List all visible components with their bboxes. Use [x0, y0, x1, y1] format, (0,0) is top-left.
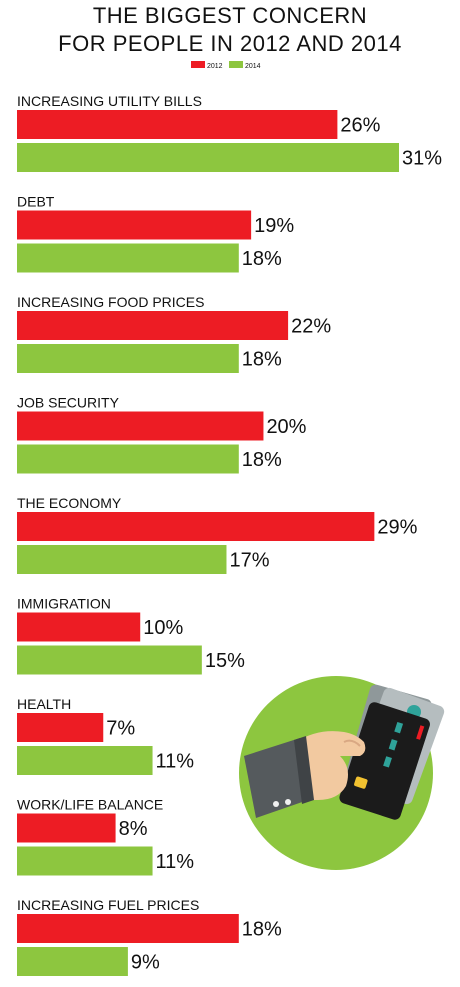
- bar-the-economy-2012: [17, 512, 375, 541]
- value-label-the-economy-2012: 29%: [377, 517, 417, 539]
- value-label-job-security-2014: 18%: [242, 449, 282, 471]
- bar-immigration-2012: [17, 612, 141, 642]
- bar-job-security-2014: [17, 444, 239, 474]
- value-label-immigration-2014: 15%: [205, 650, 245, 672]
- category-label-increasing-utility-bills: INCREASING UTILITY BILLS: [17, 93, 202, 109]
- bar-debt-2012: [17, 210, 252, 240]
- bar-job-security-2012: [17, 411, 264, 441]
- bar-increasing-fuel-prices-2012: [17, 914, 239, 943]
- bar-increasing-food-prices-2014: [17, 344, 239, 373]
- value-label-health-2014: 11%: [156, 751, 195, 773]
- bar-increasing-fuel-prices-2014: [17, 947, 128, 976]
- bar-work-life-balance-2012: [17, 813, 116, 843]
- value-label-increasing-utility-bills-2012: 26%: [340, 115, 380, 137]
- category-label-immigration: IMMIGRATION: [17, 596, 111, 612]
- bar-the-economy-2014: [17, 545, 227, 574]
- category-label-work-life-balance: WORK/LIFE BALANCE: [17, 797, 163, 813]
- bar-increasing-utility-bills-2014: [17, 143, 399, 172]
- hand-holding-credit-cards-icon: [239, 676, 445, 870]
- bar-work-life-balance-2014: [17, 846, 153, 876]
- category-label-the-economy: THE ECONOMY: [17, 495, 122, 511]
- chart-subtitle: FOR PEOPLE IN 2012 AND 2014: [58, 31, 402, 56]
- value-label-job-security-2012: 20%: [266, 416, 306, 438]
- chart-title: THE BIGGEST CONCERN: [93, 3, 367, 28]
- category-label-job-security: JOB SECURITY: [17, 395, 120, 411]
- legend-label-2012: 2012: [207, 63, 223, 70]
- category-label-increasing-food-prices: INCREASING FOOD PRICES: [17, 294, 204, 310]
- value-label-debt-2012: 19%: [254, 215, 294, 237]
- bar-health-2014: [17, 746, 153, 775]
- bar-increasing-utility-bills-2012: [17, 110, 338, 139]
- legend-swatch-2014: [229, 61, 243, 68]
- bar-immigration-2014: [17, 645, 202, 675]
- legend-swatch-2012: [191, 61, 205, 68]
- value-label-debt-2014: 18%: [242, 248, 282, 270]
- value-label-health-2012: 7%: [106, 718, 135, 740]
- value-label-increasing-utility-bills-2014: 31%: [402, 148, 442, 170]
- value-label-increasing-fuel-prices-2012: 18%: [242, 919, 282, 941]
- value-label-the-economy-2014: 17%: [229, 550, 269, 572]
- value-label-immigration-2012: 10%: [143, 617, 183, 639]
- legend-label-2014: 2014: [245, 63, 261, 70]
- value-label-increasing-food-prices-2014: 18%: [242, 349, 282, 371]
- value-label-increasing-food-prices-2012: 22%: [291, 316, 331, 338]
- value-label-increasing-fuel-prices-2014: 9%: [131, 952, 160, 974]
- category-label-health: HEALTH: [17, 696, 71, 712]
- bars-group: INCREASING UTILITY BILLS 26% 31% DEBT 19% 18%…: [17, 93, 442, 976]
- category-label-increasing-fuel-prices: INCREASING FUEL PRICES: [17, 897, 199, 913]
- bar-debt-2014: [17, 243, 239, 273]
- value-label-work-life-balance-2012: 8%: [119, 818, 148, 840]
- legend: 2012 2014: [191, 61, 261, 70]
- value-label-work-life-balance-2014: 11%: [156, 851, 195, 873]
- bar-health-2012: [17, 713, 104, 742]
- bar-increasing-food-prices-2012: [17, 311, 289, 340]
- category-label-debt: DEBT: [17, 194, 55, 210]
